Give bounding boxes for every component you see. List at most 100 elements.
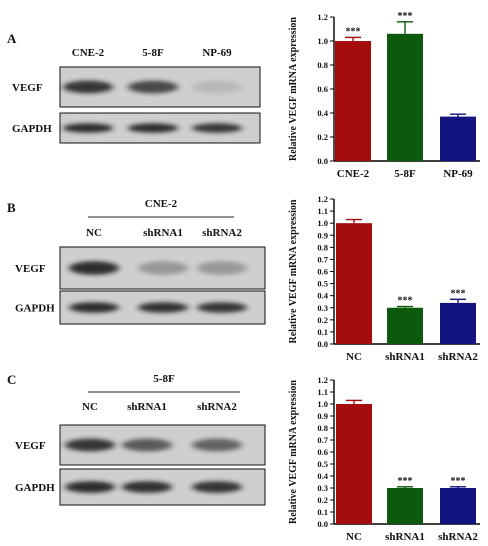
y-tick-label: 0.4: [317, 291, 328, 301]
bar-chart: 0.0 0.1 0.2 0.3 0.4 0.5 0.6 0.7 0.8 0.9 1.0 1.1 1.2 R…: [288, 375, 480, 543]
y-tick-label: 1.0: [317, 218, 328, 228]
blot-row-label: GAPDH: [15, 482, 55, 494]
y-tick-label: 0.0: [317, 339, 328, 349]
blot-band: [122, 438, 172, 452]
blot-band: [197, 302, 247, 313]
x-tick-label: shRNA2: [438, 531, 478, 543]
significance-marker: ***: [451, 288, 466, 299]
blot-band: [65, 481, 115, 493]
lane-label: shRNA2: [197, 401, 237, 413]
lane-label: NC: [86, 227, 102, 239]
lane-label: NP-69: [202, 47, 232, 59]
y-tick-label: 0.2: [317, 132, 328, 142]
y-tick-label: 0.9: [317, 411, 328, 421]
significance-marker: ***: [398, 476, 413, 487]
y-tick-label: 1.1: [317, 206, 328, 216]
bar-chart: 0.0 0.1 0.2 0.3 0.4 0.5 0.6 0.7 0.8 0.9 1.0 1.1 1.2 R…: [288, 194, 480, 363]
lane-label: shRNA1: [127, 401, 167, 413]
significance-marker: ***: [451, 476, 466, 487]
blot-band: [197, 261, 247, 275]
blot-band: [138, 261, 188, 275]
x-tick-label: NC: [346, 351, 362, 363]
panel-c: C 5-8F NC shRNA1 shRNA2 VEGF GAPDH 0.0 0.1 0.2 0.3…: [7, 372, 480, 543]
blot-band: [192, 80, 242, 94]
blot-band: [63, 80, 113, 94]
y-tick-label: 1.0: [317, 36, 328, 46]
blot-row-label: VEGF: [15, 440, 46, 452]
blot-row-label: GAPDH: [15, 303, 55, 315]
lane-label: shRNA1: [143, 227, 183, 239]
blot-row-label: VEGF: [15, 263, 46, 275]
y-tick-label: 0.6: [317, 84, 328, 94]
significance-marker: ***: [398, 296, 413, 307]
x-tick-label: shRNA1: [385, 351, 425, 363]
blot-band: [192, 123, 242, 133]
y-tick-label: 0.7: [317, 435, 328, 445]
significance-marker: ***: [346, 26, 361, 37]
bar-chart: 0.0 0.2 0.4 0.6 0.8 1.0 1.2 Relative VEGF mRNA …: [288, 11, 480, 180]
x-tick-label: shRNA2: [438, 351, 478, 363]
bar: [440, 302, 476, 344]
lane-label: CNE-2: [72, 47, 105, 59]
bar: [387, 307, 423, 344]
bar: [336, 404, 372, 524]
y-tick-label: 1.2: [317, 12, 328, 22]
y-tick-label: 0.0: [317, 519, 328, 529]
blot-row-label: VEGF: [12, 82, 43, 94]
y-axis-label: Relative VEGF mRNA expression: [288, 380, 299, 524]
x-tick-label: 5-8F: [394, 168, 416, 180]
y-tick-label: 0.8: [317, 242, 328, 252]
y-tick-label: 0.7: [317, 254, 328, 264]
y-tick-label: 0.8: [317, 60, 328, 70]
panel-letter: C: [7, 372, 16, 387]
y-tick-label: 0.5: [317, 459, 328, 469]
y-tick-label: 0.3: [317, 483, 328, 493]
blot-band: [128, 123, 178, 133]
panel-letter: A: [7, 31, 17, 46]
lane-label: shRNA2: [202, 227, 242, 239]
x-tick-label: NC: [346, 531, 362, 543]
blot-band: [63, 123, 113, 133]
y-tick-label: 0.1: [317, 327, 328, 337]
y-tick-label: 0.1: [317, 507, 328, 517]
y-tick-label: 0.4: [317, 471, 328, 481]
x-tick-label: CNE-2: [337, 168, 370, 180]
blot-band: [69, 302, 119, 313]
y-axis-label: Relative VEGF mRNA expression: [288, 17, 299, 161]
bar: [387, 488, 423, 524]
bar: [440, 116, 476, 161]
y-tick-label: 0.0: [317, 156, 328, 166]
blot-band: [122, 481, 172, 493]
bar: [335, 41, 371, 161]
bar: [387, 33, 423, 161]
y-tick-label: 0.8: [317, 423, 328, 433]
y-tick-label: 1.2: [317, 375, 328, 385]
group-label: 5-8F: [153, 373, 175, 385]
y-tick-label: 0.3: [317, 303, 328, 313]
y-tick-label: 0.9: [317, 230, 328, 240]
blot-row-label: GAPDH: [12, 123, 52, 135]
panel-letter: B: [7, 200, 16, 215]
blot-band: [138, 302, 188, 313]
panel-b: B CNE-2 NC shRNA1 shRNA2 VEGF GAPDH 0.0 0.1 0.2 0.…: [7, 194, 480, 363]
y-tick-label: 0.2: [317, 315, 328, 325]
y-tick-label: 1.1: [317, 387, 328, 397]
group-label: CNE-2: [145, 198, 178, 210]
panel-a: A CNE-2 5-8F NP-69 VEGF GAPDH 0.0 0.2 0.4 0.6 0.8 1…: [7, 11, 480, 180]
blot-band: [65, 438, 115, 452]
y-tick-label: 0.4: [317, 108, 328, 118]
y-tick-label: 0.6: [317, 267, 328, 277]
bar: [336, 223, 372, 344]
bar: [440, 488, 476, 524]
y-tick-label: 0.2: [317, 495, 328, 505]
lane-label: 5-8F: [142, 47, 164, 59]
blot-band: [69, 261, 119, 275]
y-tick-label: 0.6: [317, 447, 328, 457]
significance-marker: ***: [398, 11, 413, 22]
y-tick-label: 0.5: [317, 279, 328, 289]
y-tick-label: 1.0: [317, 399, 328, 409]
x-tick-label: NP-69: [443, 168, 473, 180]
y-axis-label: Relative VEGF mRNA expression: [288, 199, 299, 343]
lane-label: NC: [82, 401, 98, 413]
